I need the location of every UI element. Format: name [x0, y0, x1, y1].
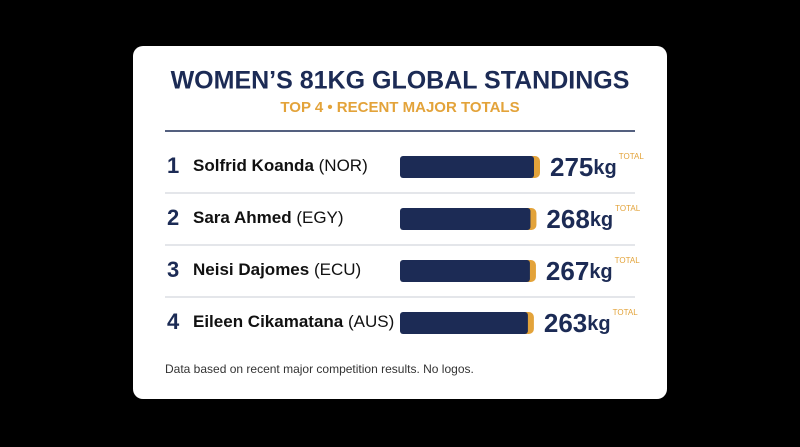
value-number: 268: [546, 204, 589, 234]
chart-subtitle: TOP 4 • RECENT MAJOR TOTALS: [280, 99, 519, 116]
athlete-country: (EGY): [296, 208, 343, 227]
value-unit: kg: [589, 261, 612, 283]
bar: [400, 260, 530, 282]
athlete-name: Neisi Dajomes: [193, 260, 309, 279]
athlete-label: Neisi Dajomes (ECU): [193, 260, 361, 279]
bar: [400, 156, 534, 178]
rank: 2: [167, 205, 179, 230]
value-number: 263: [544, 308, 587, 338]
bar: [400, 208, 531, 230]
value-label: 275kg: [550, 152, 617, 182]
chart-title: WOMEN’S 81KG GLOBAL STANDINGS: [171, 67, 630, 95]
value-number: 267: [546, 256, 589, 286]
athlete-name: Sara Ahmed: [193, 208, 292, 227]
value-unit: kg: [587, 313, 610, 335]
value-number: 275: [550, 152, 593, 182]
rank: 4: [167, 309, 180, 334]
value-unit: kg: [593, 157, 616, 179]
footnote: Data based on recent major competition r…: [165, 362, 474, 376]
athlete-name: Eileen Cikamatana: [193, 312, 344, 331]
value-tag: TOTAL: [613, 308, 639, 317]
athlete-label: Sara Ahmed (EGY): [193, 208, 344, 227]
athlete-name: Solfrid Koanda: [193, 156, 314, 175]
athlete-country: (AUS): [348, 312, 394, 331]
value-label: 263kg: [544, 308, 611, 338]
value-tag: TOTAL: [619, 152, 645, 161]
value-unit: kg: [590, 209, 613, 231]
value-label: 267kg: [546, 256, 613, 286]
athlete-label: Eileen Cikamatana (AUS): [193, 312, 394, 331]
value-tag: TOTAL: [615, 204, 641, 213]
value-label: 268kg: [546, 204, 613, 234]
rank: 1: [167, 153, 179, 178]
bar: [400, 312, 528, 334]
athlete-label: Solfrid Koanda (NOR): [193, 156, 368, 175]
athlete-country: (NOR): [319, 156, 368, 175]
athlete-country: (ECU): [314, 260, 361, 279]
rank: 3: [167, 257, 179, 282]
value-tag: TOTAL: [615, 256, 641, 265]
